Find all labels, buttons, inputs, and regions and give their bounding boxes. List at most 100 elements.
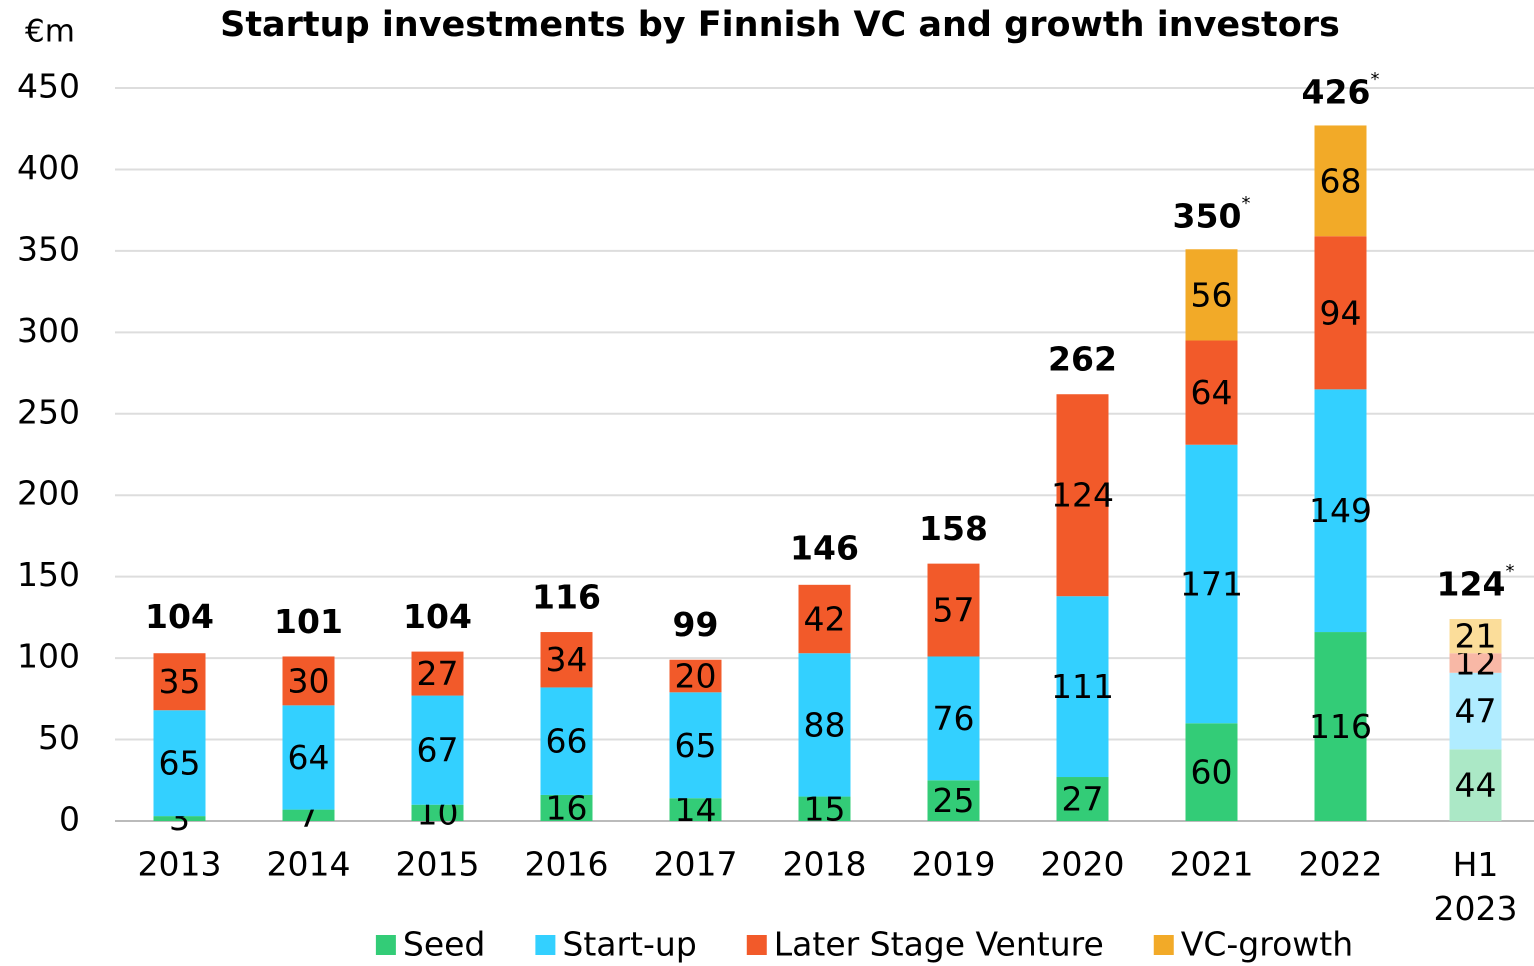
- total-label: 104: [403, 597, 472, 636]
- y-tick-label: 0: [59, 800, 80, 839]
- data-label: 35: [159, 662, 201, 701]
- data-label: 27: [417, 654, 459, 693]
- y-tick-label: 150: [17, 555, 80, 594]
- data-label: 16: [546, 788, 588, 827]
- bar-segment: [1185, 340, 1238, 445]
- bar-segment: [927, 780, 980, 821]
- bar-segment: [669, 659, 722, 693]
- legend-swatch: [535, 935, 556, 955]
- bar-segment: [1185, 444, 1238, 724]
- bar-segment: [1449, 619, 1502, 654]
- total-label: 146: [790, 529, 859, 568]
- total-mark: *: [1505, 561, 1514, 582]
- bar-segment: [411, 804, 464, 821]
- chart-title: Startup investments by Finnish VC and gr…: [220, 5, 1340, 45]
- legend-label: VC-growth: [1181, 925, 1353, 964]
- total-label: 158: [919, 509, 988, 548]
- data-label: 111: [1051, 667, 1114, 706]
- bar-segment: [927, 563, 980, 657]
- legend-label: Seed: [403, 925, 486, 964]
- bar-segment: [1056, 777, 1109, 821]
- data-label: 124: [1051, 476, 1114, 515]
- legend-label: Later Stage Venture: [774, 925, 1104, 964]
- data-label: 65: [159, 744, 201, 783]
- total-label: 426*: [1302, 69, 1380, 112]
- x-tick-label: 2018: [783, 845, 867, 884]
- bar-segment: [669, 692, 722, 799]
- total-label: 116: [532, 578, 601, 617]
- total-mark: *: [1370, 69, 1379, 90]
- legend: Seed Start-up Later Stage Venture VC-growth: [375, 925, 1353, 964]
- data-label: 56: [1191, 275, 1233, 314]
- bar-segment: [282, 656, 335, 706]
- y-tick-label: 350: [17, 229, 80, 268]
- bar-segment: [927, 656, 980, 781]
- bar-segment: [798, 796, 851, 821]
- bar-segment: [282, 705, 335, 810]
- bar-segment: [1056, 394, 1109, 597]
- data-label: 68: [1320, 161, 1362, 200]
- bar-segment: [153, 816, 206, 821]
- total-mark: *: [1241, 193, 1250, 214]
- data-label: 42: [804, 600, 846, 639]
- data-label: 67: [417, 731, 459, 770]
- bar-segment: [540, 794, 593, 821]
- data-label: 27: [1062, 780, 1104, 819]
- bar-segment: [540, 687, 593, 795]
- data-label: 20: [675, 657, 717, 696]
- data-label: 171: [1180, 564, 1243, 603]
- y-tick-label: 300: [17, 311, 80, 350]
- data-label: 57: [933, 591, 975, 630]
- legend-label: Start-up: [562, 925, 696, 964]
- y-tick-label: 400: [17, 148, 80, 187]
- x-tick-label: 2015: [396, 845, 480, 884]
- x-tick-label: 2021: [1170, 845, 1254, 884]
- total-label: 104: [145, 597, 214, 636]
- data-label: 66: [546, 722, 588, 761]
- x-tick-label: 2022: [1299, 845, 1383, 884]
- data-label: 88: [804, 705, 846, 744]
- data-label: 44: [1455, 766, 1497, 805]
- legend-swatch: [375, 935, 396, 955]
- bar-segment: [1449, 653, 1502, 673]
- data-label: 21: [1455, 617, 1497, 656]
- data-label: 116: [1309, 707, 1372, 746]
- total-label: 101: [274, 602, 343, 641]
- bar-segment: [153, 653, 206, 711]
- x-tick-label: 2017: [654, 845, 738, 884]
- bar-segment: [1314, 236, 1367, 390]
- data-label: 94: [1320, 293, 1362, 332]
- bar-segment: [1449, 749, 1502, 821]
- data-label: 30: [288, 661, 330, 700]
- total-label: 124*: [1437, 561, 1515, 604]
- bar-segment: [540, 632, 593, 688]
- data-label: 60: [1191, 753, 1233, 792]
- data-label: 64: [288, 738, 330, 777]
- legend-swatch: [1153, 935, 1174, 955]
- bar-segment: [798, 584, 851, 654]
- x-tick-label: 2020: [1041, 845, 1125, 884]
- bar-segment: [1314, 125, 1367, 237]
- total-label: 262: [1048, 340, 1117, 379]
- bar-segment: [153, 710, 206, 817]
- bar-segment: [1314, 389, 1367, 633]
- bar-segment: [411, 651, 464, 696]
- y-tick-label: 250: [17, 392, 80, 431]
- data-label: 25: [933, 781, 975, 820]
- data-label: 47: [1455, 692, 1497, 731]
- bar-segment: [1185, 249, 1238, 341]
- x-tick-label: 2016: [525, 845, 609, 884]
- bar-segment: [1449, 672, 1502, 750]
- y-tick-label: 50: [38, 718, 80, 757]
- data-label: 64: [1191, 373, 1233, 412]
- total-label: 350*: [1173, 193, 1251, 236]
- bar-segment: [1314, 632, 1367, 821]
- x-tick-label: 2013: [138, 845, 222, 884]
- x-tick-label: H1 2023: [1434, 845, 1518, 928]
- x-tick-label: 2014: [267, 845, 351, 884]
- y-tick-label: 450: [17, 67, 80, 106]
- x-tick-label: 2019: [912, 845, 996, 884]
- bar-segment: [282, 809, 335, 821]
- bar-segment: [1056, 596, 1109, 778]
